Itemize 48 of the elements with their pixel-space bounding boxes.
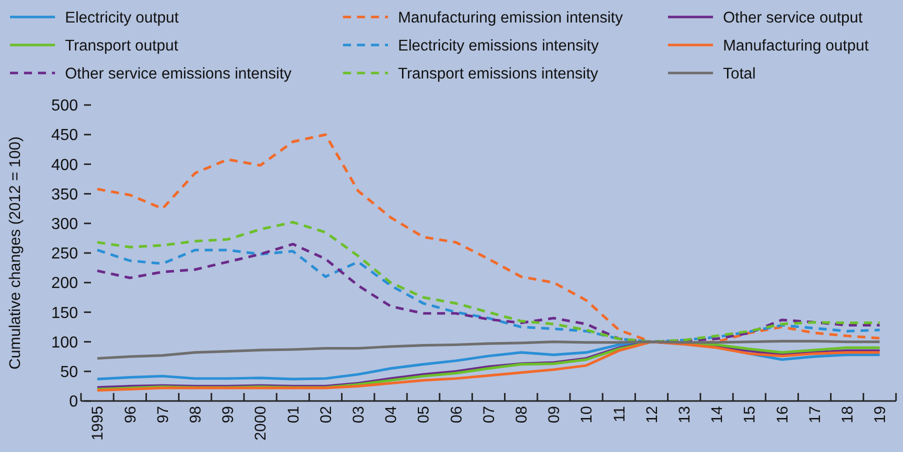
- line-series: [96, 340, 881, 360]
- legend-label: Total: [723, 65, 756, 82]
- x-tick-label: 19: [872, 406, 890, 424]
- x-tick-label: 10: [578, 406, 596, 424]
- x-tick-label: 05: [416, 406, 433, 424]
- x-tick-label: 14: [709, 406, 726, 424]
- y-tick-label: 200: [51, 275, 78, 292]
- x-tick-label: 97: [154, 406, 172, 424]
- legend-label: Manufacturing output: [723, 37, 870, 54]
- x-tick-label: 2000: [252, 406, 270, 440]
- x-tick-label: 06: [448, 406, 466, 424]
- x-tick-label: 98: [188, 406, 205, 424]
- y-tick-label: 300: [51, 216, 78, 233]
- x-tick-label: 18: [840, 406, 857, 424]
- legend-label: Electricity emissions intensity: [398, 37, 599, 54]
- x-tick-label: 02: [318, 406, 335, 424]
- legend-label: Electricity output: [65, 9, 180, 26]
- y-tick-label: 50: [60, 364, 78, 381]
- legend-label: Transport output: [65, 37, 179, 54]
- x-tick-label: 03: [350, 406, 368, 424]
- y-tick-label: 150: [51, 304, 78, 322]
- legend-label: Manufacturing emission intensity: [398, 9, 624, 26]
- x-tick-label: 17: [806, 406, 824, 424]
- x-tick-label: 11: [611, 406, 628, 422]
- line-series: [96, 220, 881, 344]
- x-tick-label: 16: [774, 406, 792, 424]
- y-tick-label: 500: [51, 98, 78, 115]
- x-tick-label: 01: [285, 406, 302, 424]
- x-tick-label: 08: [514, 406, 531, 424]
- y-tick-label: 250: [51, 246, 78, 263]
- x-tick-label: 09: [546, 406, 564, 424]
- y-tick-label: 350: [51, 186, 78, 204]
- y-tick-label: 0: [69, 394, 78, 411]
- x-tick-label: 99: [220, 406, 238, 424]
- y-tick-label: 100: [51, 334, 78, 352]
- legend-label: Other service output: [723, 9, 864, 26]
- x-tick-label: 07: [480, 406, 498, 424]
- x-tick-label: 96: [122, 406, 140, 424]
- x-tick-label: 1995: [90, 406, 107, 440]
- x-tick-label: 12: [644, 406, 661, 424]
- legend-label: Transport emissions intensity: [398, 65, 598, 82]
- y-tick-label: 450: [51, 127, 78, 144]
- x-tick-label: 13: [676, 406, 694, 424]
- legend-label: Other service emissions intensity: [65, 65, 292, 82]
- x-tick-label: 15: [742, 406, 759, 424]
- y-tick-label: 400: [51, 156, 78, 174]
- x-tick-label: 04: [383, 406, 400, 424]
- y-axis-title: Cumulative changes (2012 = 100): [7, 136, 24, 370]
